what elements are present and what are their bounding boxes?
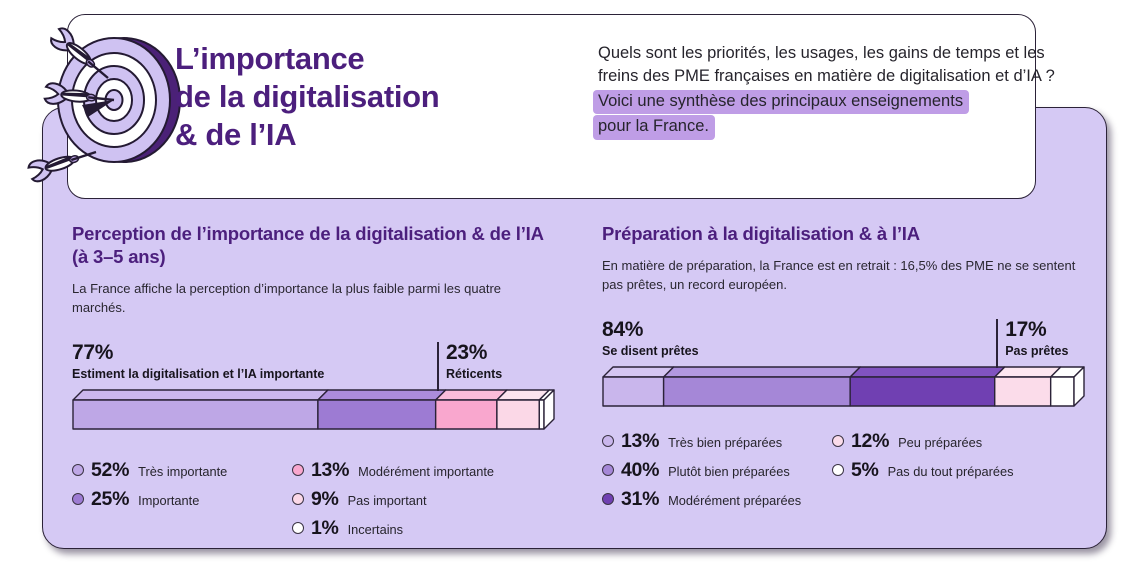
group-value: 17% [1005,318,1047,341]
bar-group-labels: 77% Estiment la digitalisation et l’IA i… [72,341,546,391]
dartboard-darts-icon [26,24,181,185]
chart-perception: Perception de l’importance de la digital… [72,222,555,539]
chart-title: Préparation à la digitalisation & à l’IA [602,223,920,244]
legend-item: 12% Peu préparées [832,430,1014,452]
intro-highlight-line: pour la France. [593,115,715,140]
legend-dot [292,464,304,476]
legend-dot [72,493,84,505]
bar-divider [436,342,439,391]
legend-dot [832,435,844,447]
stacked-bar [72,389,555,431]
group-label: Estiment la digitalisation et l’IA impor… [72,367,325,381]
legend-item: 9% Pas important [292,488,494,510]
chart-subtitle: La France affiche la perception d’import… [72,281,501,315]
legend-item: 25% Importante [72,488,292,510]
legend-dot [832,464,844,476]
chart-subtitle: En matière de préparation, la France est… [602,258,1076,292]
bar-divider [996,319,999,368]
legend-item: 13% Très bien préparées [602,430,832,452]
bar-group-left: 77% Estiment la digitalisation et l’IA i… [72,341,324,381]
legend-item: 40% Plutôt bien préparées [602,459,832,481]
page-title-line: L’importance [175,41,365,76]
intro-text: Quels sont les priorités, les usages, le… [593,42,1060,140]
stacked-bar [602,366,1085,408]
bar-group-right: 23% Réticents [446,341,502,381]
group-label: Réticents [445,367,503,381]
page-title: L’importance de la digitalisation & de l… [175,40,440,154]
legend-item: 31% Modérément préparées [602,488,832,510]
legend: 13% Très bien préparées 40% Plutôt bien … [602,430,1076,510]
group-label: Pas prêtes [1005,344,1069,358]
group-value: 23% [445,341,488,364]
bar-group-left: 84% Se disent prêtes [602,318,699,358]
legend-item: 1% Incertains [292,517,494,539]
legend-item: 13% Modérément importante [292,459,494,481]
bar-group-right: 17% Pas prêtes [1005,318,1068,358]
legend-item: 52% Très importante [72,459,292,481]
legend-dot [292,493,304,505]
chart-preparation: Préparation à la digitalisation & à l’IA… [602,222,1085,510]
legend: 52% Très importante 25% Importante 13% M… [72,459,546,539]
legend-dot [602,435,614,447]
group-value: 77% [72,341,114,364]
page-title-line: de la digitalisation [175,79,440,114]
bar-group-labels: 84% Se disent prêtes 17% Pas prêtes [602,318,1076,368]
intro-highlight-line: Voici une synthèse des principaux enseig… [593,89,970,115]
legend-item: 5% Pas du tout préparées [832,459,1014,481]
legend-dot [72,464,84,476]
chart-title: Perception de l’importance de la digital… [72,223,544,267]
group-value: 84% [602,318,644,341]
legend-dot [292,522,304,534]
intro-question: Quels sont les priorités, les usages, le… [598,44,1055,86]
page-title-line: & de l’IA [175,117,297,152]
legend-dot [602,464,614,476]
group-label: Se disent prêtes [602,344,699,358]
legend-dot [602,493,614,505]
